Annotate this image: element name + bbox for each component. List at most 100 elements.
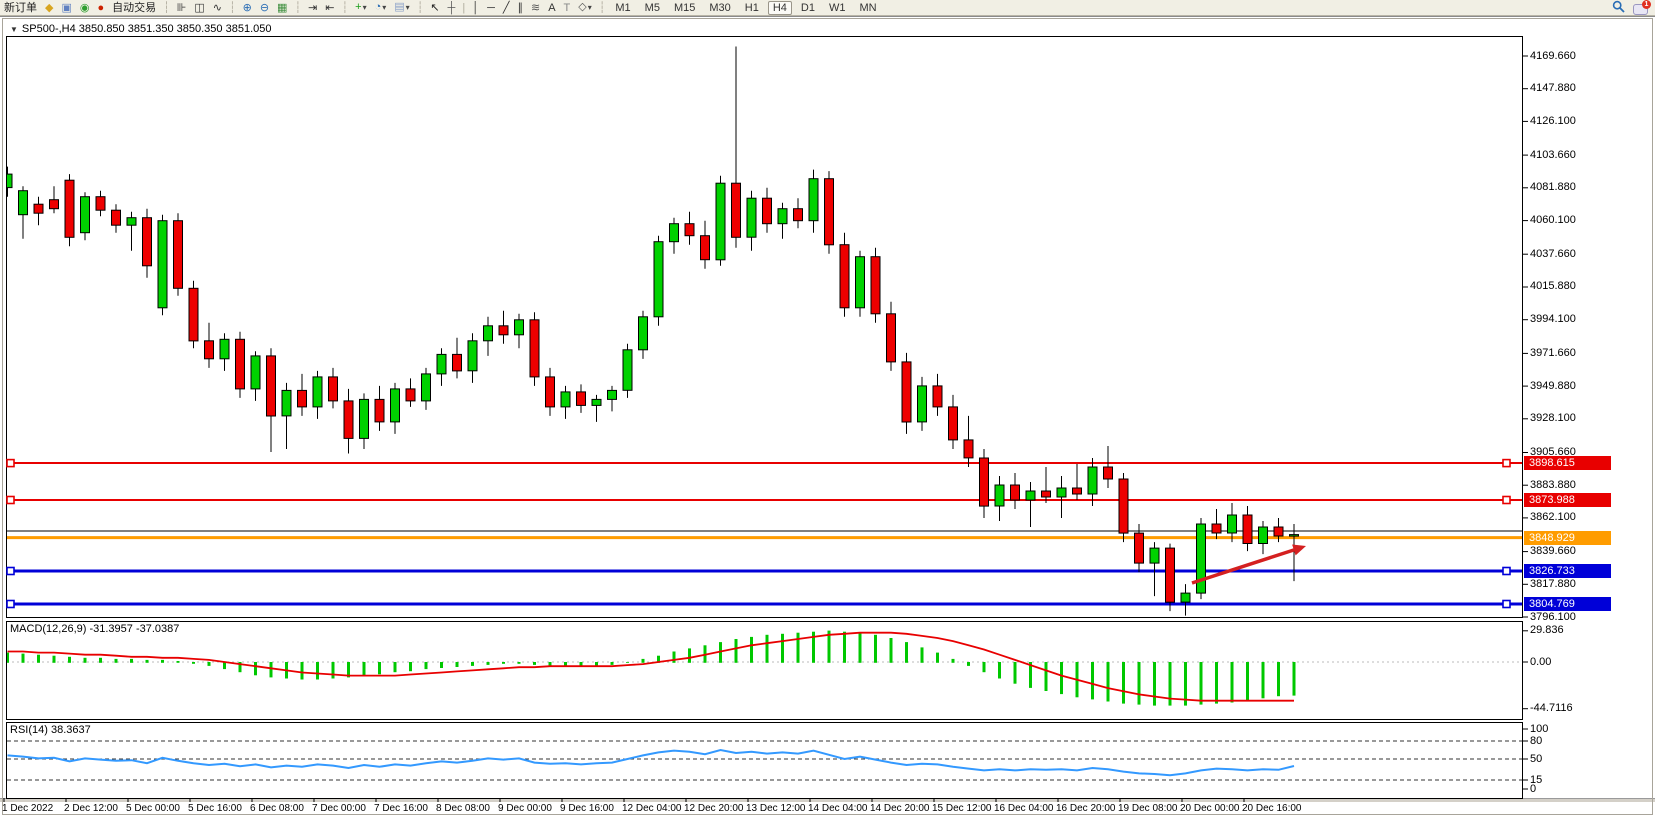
timeframe-h4[interactable]: H4 bbox=[767, 0, 792, 15]
price-axis-label: 3928.100 bbox=[1530, 412, 1576, 424]
time-axis-label: 15 Dec 12:00 bbox=[932, 803, 992, 814]
autotrade-button[interactable]: 自动交易 bbox=[112, 1, 157, 14]
price-axis-label: 4147.880 bbox=[1530, 82, 1576, 94]
price-axis-label: 3796.100 bbox=[1530, 611, 1576, 623]
time-axis-label: 12 Dec 04:00 bbox=[622, 803, 682, 814]
highlighted-price-label: 3826.733 bbox=[1524, 564, 1611, 578]
search-icon[interactable] bbox=[1612, 0, 1625, 16]
macd-axis-label: 0.00 bbox=[1530, 656, 1552, 668]
chart-window: ▼ SP500-,H4 3850.850 3851.350 3850.350 38… bbox=[0, 16, 1655, 818]
trendline-button[interactable]: ╱ bbox=[502, 1, 510, 14]
time-axis-label: 2 Dec 12:00 bbox=[64, 803, 118, 814]
macd-axis-label: -44.7116 bbox=[1530, 702, 1573, 714]
equidistant-channel-button[interactable]: ∥ bbox=[517, 1, 523, 14]
add-indicator-button[interactable]: +▾ bbox=[355, 1, 367, 13]
text-button[interactable]: A bbox=[548, 1, 556, 14]
text-label-button[interactable]: T bbox=[563, 1, 571, 14]
chat-bubble-icon bbox=[1633, 3, 1648, 15]
time-axis-label: 8 Dec 08:00 bbox=[436, 803, 490, 814]
new-order-button[interactable]: 新订单 bbox=[4, 1, 37, 14]
timeframe-m5[interactable]: M5 bbox=[644, 1, 660, 14]
price-axis-label: 3971.660 bbox=[1530, 347, 1576, 359]
horizontal-line-button[interactable]: ─ bbox=[487, 1, 495, 14]
time-axis-label: 1 Dec 2022 bbox=[2, 803, 54, 814]
price-axis-label: 3994.100 bbox=[1530, 313, 1576, 325]
price-axis-label: 4169.660 bbox=[1530, 50, 1576, 62]
highlighted-price-label: 3848.929 bbox=[1524, 531, 1611, 545]
zoom-in-button[interactable]: ⊕ bbox=[242, 1, 252, 14]
cursor-button[interactable]: ↖ bbox=[430, 1, 440, 14]
price-axis-label: 3839.660 bbox=[1530, 545, 1576, 557]
zoom-out-button[interactable]: ⊖ bbox=[259, 1, 270, 14]
time-axis-label: 9 Dec 00:00 bbox=[498, 803, 552, 814]
time-axis-label: 14 Dec 20:00 bbox=[870, 803, 930, 814]
timeframe-w1[interactable]: W1 bbox=[828, 1, 846, 14]
price-axis-label: 3905.660 bbox=[1530, 446, 1576, 458]
main-toolbar: 新订单 ◆ ▣ ◉ ● 自动交易 ┆ ⊪ ◫ ∿ ┆ ⊕ ⊖ ▦ ┆ ⇥ ⇤ ┆ +▾ ◔▾ ▤▾ ┆ ↖ ┼ | │ ─ ╱ ∥ ≋ A T… bbox=[0, 0, 1655, 16]
dropdown-arrow-icon: ▾ bbox=[405, 3, 410, 12]
price-axis-label: 4081.880 bbox=[1530, 181, 1576, 193]
rsi-indicator-label: RSI(14) 38.3637 bbox=[10, 724, 91, 736]
timeframe-m1[interactable]: M1 bbox=[615, 1, 631, 14]
macd-indicator-label: MACD(12,26,9) -31.3957 -37.0387 bbox=[10, 623, 180, 635]
time-axis-label: 13 Dec 12:00 bbox=[746, 803, 806, 814]
rsi-axis-label: 100 bbox=[1530, 723, 1549, 735]
rsi-axis-label: 0 bbox=[1530, 783, 1537, 795]
price-axis-ticks bbox=[1522, 55, 1528, 618]
time-axis-label: 7 Dec 16:00 bbox=[374, 803, 428, 814]
gold-seal-icon[interactable]: ◆ bbox=[45, 1, 54, 14]
highlighted-price-label: 3804.769 bbox=[1524, 597, 1611, 611]
period-button[interactable]: ◔▾ bbox=[374, 1, 387, 13]
toolbar-sep: | bbox=[462, 1, 466, 14]
timeframe-m30[interactable]: M30 bbox=[709, 1, 731, 14]
highlighted-price-label: 3898.615 bbox=[1524, 456, 1611, 470]
time-axis-label: 5 Dec 00:00 bbox=[126, 803, 180, 814]
notifications-icon[interactable]: 1 bbox=[1633, 0, 1651, 15]
crosshair-button[interactable]: ┼ bbox=[447, 1, 456, 14]
time-axis-label: 16 Dec 20:00 bbox=[1056, 803, 1116, 814]
collapse-triangle-icon[interactable]: ▼ bbox=[10, 25, 18, 34]
fibonacci-button[interactable]: ≋ bbox=[530, 1, 541, 14]
timeframe-d1[interactable]: D1 bbox=[800, 1, 815, 14]
autotrade-stop-icon[interactable]: ● bbox=[97, 1, 105, 14]
rsi-axis-label: 80 bbox=[1530, 735, 1543, 747]
shapes-button[interactable]: ◇▾ bbox=[578, 1, 592, 13]
candlestick-chart-button[interactable]: ◫ bbox=[194, 1, 205, 14]
hline-handles[interactable] bbox=[6, 458, 1511, 609]
dropdown-arrow-icon: ▾ bbox=[587, 3, 592, 12]
signal-icon[interactable]: ◉ bbox=[79, 1, 90, 14]
time-axis-label: 6 Dec 08:00 bbox=[250, 803, 304, 814]
vertical-line-button[interactable]: │ bbox=[472, 1, 480, 14]
chart-shift-button[interactable]: ⇤ bbox=[325, 1, 335, 14]
toolbar-grip: ┆ bbox=[598, 2, 606, 14]
chart-title-bar: ▼ SP500-,H4 3850.850 3851.350 3850.350 38… bbox=[10, 23, 271, 35]
time-axis-label: 14 Dec 04:00 bbox=[808, 803, 868, 814]
timeframe-h1[interactable]: H1 bbox=[744, 1, 759, 14]
line-chart-button[interactable]: ∿ bbox=[212, 1, 222, 14]
toolbar-grip: ┆ bbox=[228, 2, 236, 14]
rsi-plot bbox=[7, 740, 1522, 781]
template-button[interactable]: ▤▾ bbox=[394, 1, 410, 13]
time-axis-label: 16 Dec 04:00 bbox=[994, 803, 1054, 814]
notification-badge: 1 bbox=[1642, 0, 1651, 9]
price-axis-label: 4060.100 bbox=[1530, 214, 1576, 226]
price-axis-label: 4126.100 bbox=[1530, 115, 1576, 127]
chart-title: SP500-,H4 3850.850 3851.350 3850.350 385… bbox=[21, 23, 272, 35]
dropdown-arrow-icon: ▾ bbox=[382, 3, 387, 12]
time-axis-label: 19 Dec 08:00 bbox=[1118, 803, 1178, 814]
time-axis-label: 12 Dec 20:00 bbox=[684, 803, 744, 814]
tile-windows-button[interactable]: ▦ bbox=[277, 1, 288, 14]
trend-arrow-annotation[interactable] bbox=[1191, 544, 1306, 585]
horizontal-lines[interactable] bbox=[7, 462, 1522, 606]
timeframe-mn[interactable]: MN bbox=[859, 1, 877, 14]
timeframe-m15[interactable]: M15 bbox=[673, 1, 696, 14]
price-axis-label: 4037.660 bbox=[1530, 248, 1576, 260]
toolbar-right: 1 bbox=[1612, 0, 1651, 16]
bar-chart-button[interactable]: ⊪ bbox=[176, 1, 187, 14]
terminal-icon[interactable]: ▣ bbox=[61, 1, 72, 14]
price-axis-label: 4015.880 bbox=[1530, 280, 1576, 292]
toolbar-grip: ┆ bbox=[294, 2, 302, 14]
timeframe-buttons: M1 M5 M15 M30 H1 H4 D1 W1 MN bbox=[608, 0, 883, 15]
auto-scroll-button[interactable]: ⇥ bbox=[308, 1, 318, 14]
